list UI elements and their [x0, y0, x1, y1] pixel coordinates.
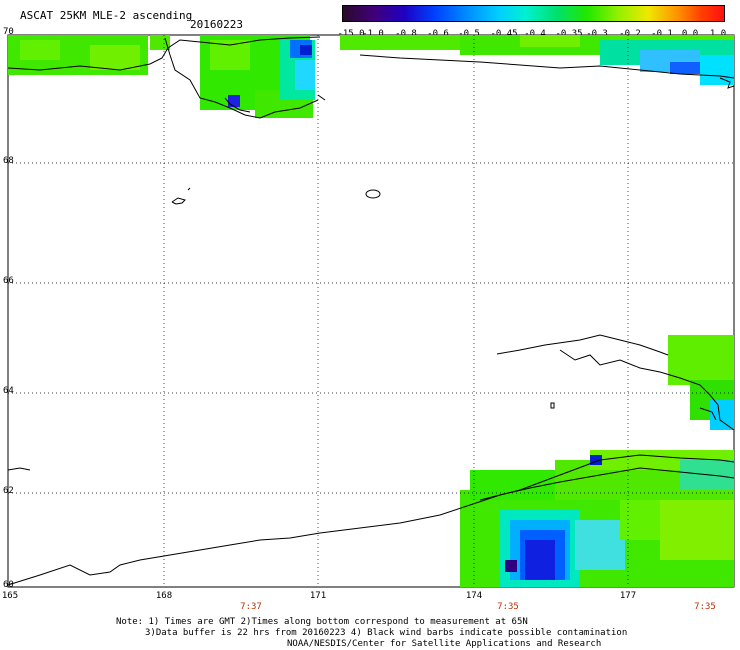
footer-note-1: Note: 1) Times are GMT 2)Times along bot… — [116, 617, 528, 627]
lat-label: 70 — [3, 27, 14, 37]
data-swath-top-right — [340, 35, 734, 85]
colorbar-label: -0.45 — [490, 29, 518, 39]
data-swath-right-middle — [668, 335, 734, 430]
colorbar-label: -0.6 — [427, 29, 449, 39]
colorbar-label: 0.0 — [681, 29, 699, 39]
data-swath-top-left — [8, 35, 315, 118]
lon-label: 168 — [155, 591, 173, 601]
lon-label: 171 — [309, 591, 327, 601]
time-label: 7:35 — [694, 602, 716, 612]
colorbar-label: -0.8 — [395, 29, 417, 39]
colorbar-label: -0.35 — [555, 29, 583, 39]
coastline — [7, 36, 735, 586]
lat-label: 60 — [3, 580, 14, 590]
colorbar-label: -0.3 — [586, 29, 608, 39]
grid-lines — [8, 35, 734, 587]
footer-note-2: 3)Data buffer is 22 hrs from 20160223 4)… — [145, 628, 628, 638]
colorbar-label: -0.4 — [524, 29, 546, 39]
colorbar-label: -0.1 — [651, 29, 673, 39]
lat-label: 62 — [3, 486, 14, 496]
lat-label: 66 — [3, 276, 14, 286]
time-label: 7:37 — [240, 602, 262, 612]
lon-label: 174 — [465, 591, 483, 601]
colorbar — [342, 5, 725, 22]
product-title: ASCAT 25KM MLE-2 ascending — [20, 9, 193, 22]
data-swath-bottom — [460, 450, 734, 587]
lon-label: 165 — [1, 591, 19, 601]
colorbar-label: -0.5 — [458, 29, 480, 39]
colorbar-label: -15.0 — [337, 29, 365, 39]
colorbar-label: 1.0 — [709, 29, 727, 39]
lat-label: 68 — [3, 156, 14, 166]
colorbar-label: -1.0 — [362, 29, 384, 39]
footer-note-3: NOAA/NESDIS/Center for Satellite Applica… — [287, 639, 602, 649]
time-label: 7:35 — [497, 602, 519, 612]
lat-label: 64 — [3, 386, 14, 396]
product-date: 20160223 — [190, 18, 243, 31]
colorbar-label: -0.2 — [619, 29, 641, 39]
lon-label: 177 — [619, 591, 637, 601]
